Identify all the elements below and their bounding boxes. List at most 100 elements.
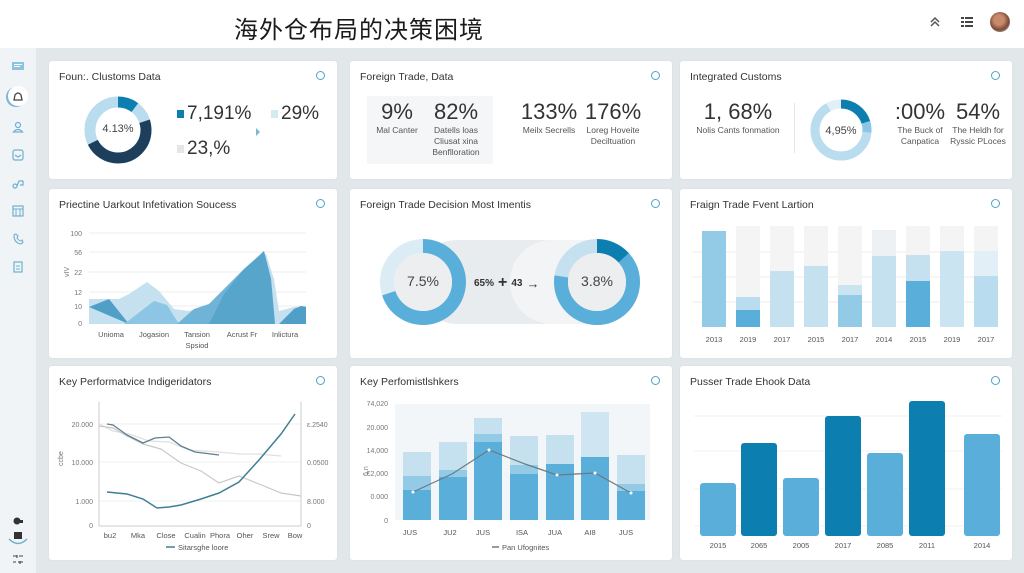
plus-icon: + (498, 274, 508, 291)
card-title: Foun:. Clustoms Data (59, 71, 161, 83)
svg-text:20.000: 20.000 (367, 425, 389, 432)
user-icon[interactable] (9, 118, 27, 136)
svg-text:2019: 2019 (740, 335, 757, 344)
svg-text:10: 10 (74, 304, 82, 311)
svg-text:2011: 2011 (919, 541, 935, 550)
line-chart: 20.000 10.000 1.000 0 ε.2540 0.0500 8.00… (58, 402, 329, 552)
svg-text:8.000: 8.000 (307, 499, 325, 506)
page-title: 海外仓布局的决策困境 (234, 16, 484, 44)
info-icon[interactable] (316, 199, 325, 208)
left-donut-value: 7.5% (407, 273, 439, 289)
list-icon[interactable] (958, 13, 976, 31)
svg-text:0: 0 (384, 518, 388, 525)
stat-3: 133% Meilx Secrells (520, 99, 578, 135)
stat-2: 29% (271, 103, 319, 125)
svg-text:2085: 2085 (877, 541, 894, 550)
chat-icon[interactable] (7, 530, 29, 548)
svg-text:Mka: Mka (131, 531, 146, 540)
svg-text:Inlictura: Inlictura (272, 330, 299, 339)
donut-center-value: 4,95% (825, 125, 857, 137)
report-icon[interactable] (9, 258, 27, 276)
info-icon[interactable] (651, 71, 660, 80)
svg-text:20.000: 20.000 (72, 422, 94, 429)
card-title: Foreign Trade Decision Most Imentis (360, 199, 531, 211)
card-title: Pusser Trade Ehook Data (690, 376, 811, 388)
inbox-icon[interactable] (9, 146, 27, 164)
settings-icon[interactable] (9, 550, 27, 568)
card-title: Foreign Trade, Data (360, 71, 454, 83)
svg-text:Spsiod: Spsiod (186, 341, 209, 350)
svg-text:14,000: 14,000 (367, 448, 389, 455)
svg-text:10.000: 10.000 (72, 460, 94, 467)
info-icon[interactable] (991, 71, 1000, 80)
info-icon[interactable] (651, 376, 660, 385)
svg-text:Close: Close (156, 531, 175, 540)
svg-text:Pan Ufognites: Pan Ufognites (502, 543, 549, 552)
svg-text:Phora: Phora (210, 531, 231, 540)
legend-swatch (177, 145, 184, 153)
svg-text:AI8: AI8 (584, 528, 595, 537)
svg-text:2014: 2014 (876, 335, 893, 344)
svg-text:2014: 2014 (974, 541, 991, 550)
stat-3: 23,% (177, 138, 230, 160)
phone-icon[interactable] (9, 230, 27, 248)
donut-comparison (380, 239, 640, 325)
svg-text:0: 0 (307, 523, 311, 530)
bar-line-chart: 74,020 20.000 14,000 €2,000 0.000 0 6.n … (363, 401, 650, 552)
card-title: Key Performatvice Indigeridators (59, 376, 212, 388)
info-icon[interactable] (316, 376, 325, 385)
card-title: Fraign Trade Fvent Lartion (690, 199, 814, 211)
svg-text:Srew: Srew (262, 531, 280, 540)
calendar-icon[interactable] (9, 202, 27, 220)
user-avatar[interactable] (990, 12, 1010, 32)
svg-text:2065: 2065 (751, 541, 768, 550)
info-icon[interactable] (991, 376, 1000, 385)
svg-text:JUS: JUS (476, 528, 490, 537)
svg-text:Sitarsghe loore: Sitarsghe loore (178, 543, 228, 552)
card-foreign-trade-data: Foreign Trade, Data 9% Mal Canter 82% Da… (350, 61, 672, 179)
info-icon[interactable] (651, 199, 660, 208)
card-area-chart: Priectine Uarkout Infetivation Soucess 1… (49, 189, 337, 358)
card-event-bars: Fraign Trade Fvent Lartion 2013 2019 201… (680, 189, 1012, 358)
card-integrated-customs: Integrated Customs 1, 68% Nolis Cants fo… (680, 61, 1012, 179)
chevrons-up-icon[interactable] (926, 13, 944, 31)
svg-text:2017: 2017 (774, 335, 791, 344)
svg-text:2015: 2015 (808, 335, 825, 344)
svg-text:56: 56 (74, 250, 82, 257)
dashboard-main: Foun:. Clustoms Data 4.13% 7,191% 29% 23… (36, 48, 1024, 573)
info-icon[interactable] (316, 71, 325, 80)
svg-text:2017: 2017 (978, 335, 995, 344)
svg-text:0: 0 (78, 321, 82, 328)
svg-text:12: 12 (74, 290, 82, 297)
svg-text:6.n: 6.n (363, 466, 370, 476)
svg-text:2019: 2019 (944, 335, 961, 344)
svg-text:Jogasion: Jogasion (139, 330, 169, 339)
svg-text:Unioma: Unioma (98, 330, 125, 339)
card-title: Integrated Customs (690, 71, 782, 83)
camera-icon[interactable] (9, 512, 27, 530)
svg-text:€2,000: €2,000 (367, 471, 389, 478)
donut-center-value: 4.13% (102, 123, 134, 135)
svg-text:ε.2540: ε.2540 (307, 422, 328, 429)
svg-text:1.000: 1.000 (75, 499, 93, 506)
svg-text:Bow: Bow (288, 531, 303, 540)
divider (794, 103, 795, 153)
svg-text:2015: 2015 (910, 335, 927, 344)
svg-text:0.000: 0.000 (370, 494, 388, 501)
cloud-icon[interactable] (8, 86, 28, 106)
svg-text:2017: 2017 (842, 335, 859, 344)
svg-text:22: 22 (74, 270, 82, 277)
message-icon[interactable] (9, 58, 27, 76)
comparison-formula: 65% + 43 → (474, 274, 540, 291)
svg-text:Acrust Fr: Acrust Fr (227, 330, 258, 339)
donut-chart (810, 99, 872, 161)
sidebar (0, 48, 36, 573)
card-decision-donuts: Foreign Trade Decision Most Imentis 7.5%… (350, 189, 672, 358)
route-icon[interactable] (9, 174, 27, 192)
svg-text:JU2: JU2 (443, 528, 456, 537)
card-title: Priectine Uarkout Infetivation Soucess (59, 199, 237, 211)
info-icon[interactable] (991, 199, 1000, 208)
top-icons (926, 12, 1010, 32)
stat-1: 7,191% (177, 103, 251, 125)
card-key-performers: Key Perfomistlshkers 74,020 20.000 14,00… (350, 366, 672, 560)
